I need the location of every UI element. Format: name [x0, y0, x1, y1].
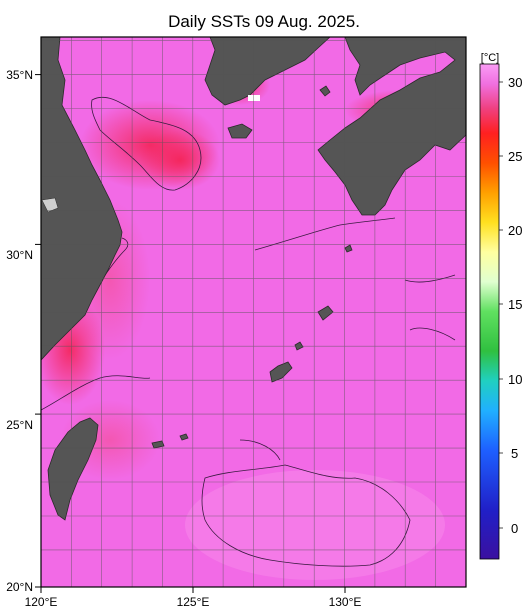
land-taiwan	[47, 417, 99, 521]
lat-lon-grid	[41, 37, 466, 587]
colorbar-tick-15: 15	[508, 297, 522, 312]
lon-label-130: 130°E	[329, 595, 362, 609]
map-title: Daily SSTs 09 Aug. 2025.	[168, 12, 360, 31]
warm-pool-south	[185, 470, 445, 580]
land-korea	[204, 37, 331, 106]
lat-label-20: 20°N	[6, 580, 33, 594]
lat-label-30: 30°N	[6, 248, 33, 262]
colorbar-tick-5: 5	[511, 446, 518, 461]
lon-label-120: 120°E	[25, 595, 58, 609]
land-japan	[317, 37, 466, 216]
land-okinawa	[269, 361, 293, 383]
land-tanegashima	[344, 244, 353, 253]
lat-label-35: 35°N	[6, 68, 33, 82]
colorbar	[479, 63, 500, 560]
land-miyako	[179, 433, 189, 441]
lake-taihu	[41, 197, 59, 213]
land-jeju	[227, 123, 253, 139]
colorbar-tick-30: 30	[508, 75, 522, 90]
white-patch-korea-strait	[248, 95, 260, 101]
sst-contours	[41, 96, 456, 567]
colorbar-tick-20: 20	[508, 223, 522, 238]
colorbar-tick-10: 10	[508, 372, 522, 387]
colorbar-ticks	[499, 81, 503, 529]
lon-label-125: 125°E	[177, 595, 210, 609]
land-island-ne	[319, 85, 331, 97]
axis-ticks	[35, 74, 346, 593]
colorbar-unit: [°C]	[481, 52, 499, 64]
lat-label-25: 25°N	[6, 418, 33, 432]
colorbar-tick-0: 0	[511, 521, 518, 536]
map-frame	[40, 36, 467, 588]
land-yaeyama	[151, 440, 165, 449]
warm-zone-core	[140, 130, 220, 190]
colorbar-tick-25: 25	[508, 149, 522, 164]
